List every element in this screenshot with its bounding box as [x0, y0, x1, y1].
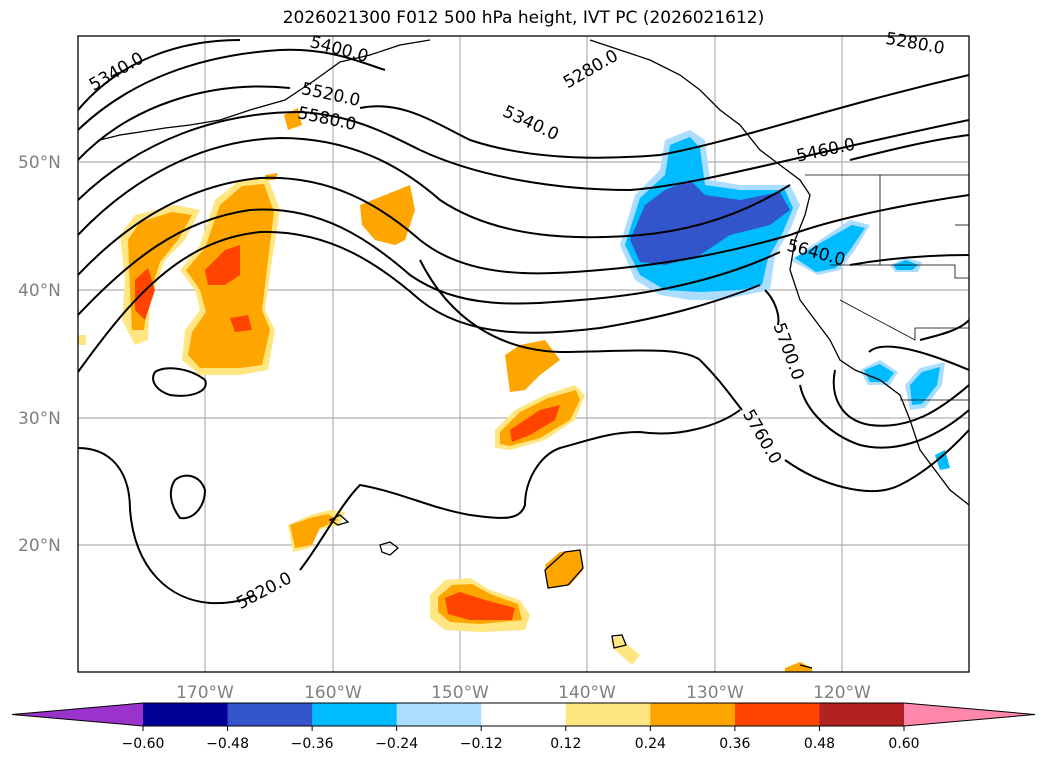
colorbar: −0.60 −0.48 −0.36 −0.24 −0.12 0.12 0.24 0.36 0.4… [11, 702, 1036, 752]
colorbar-tick-label: 0.12 [550, 736, 581, 752]
longitude-labels: 170°W 160°W 150°W 140°W 130°W 120°W [176, 683, 871, 703]
colorbar-segment [143, 703, 229, 726]
colorbar-tick-label: −0.36 [291, 736, 334, 752]
political-borders [805, 174, 969, 401]
lon-label: 120°W [813, 683, 871, 703]
colorbar-segment [312, 703, 398, 726]
lat-label: 20°N [18, 536, 61, 556]
colorbar-tick-label: −0.48 [206, 736, 249, 752]
map-frame [77, 35, 970, 673]
colorbar-tick-label: 0.48 [804, 736, 835, 752]
colorbar-segment [565, 703, 651, 726]
map-title: 2026021300 F012 500 hPa height, IVT PC (… [282, 8, 765, 28]
colorbar-segment [650, 703, 736, 726]
colorbar-tick-label: 0.24 [635, 736, 666, 752]
colorbar-tick-label: −0.24 [375, 736, 418, 752]
colorbar-segment [734, 703, 820, 726]
coastlines [99, 39, 969, 669]
colorbar-extend-high [904, 703, 1035, 726]
colorbar-tick-label: 0.36 [719, 736, 750, 752]
lat-label: 50°N [18, 153, 61, 173]
colorbar-extend-low [12, 703, 143, 726]
lon-label: 150°W [431, 683, 489, 703]
lon-label: 130°W [686, 683, 744, 703]
colorbar-segment [481, 703, 567, 726]
ivt-positive-anomalies [78, 108, 812, 672]
lon-label: 140°W [558, 683, 616, 703]
lat-label: 30°N [18, 409, 61, 429]
lat-label: 40°N [18, 281, 61, 301]
lon-label: 170°W [176, 683, 234, 703]
colorbar-segment [227, 703, 313, 726]
colorbar-segment [396, 703, 482, 726]
colorbar-segment [819, 703, 905, 726]
latitude-labels: 50°N 40°N 30°N 20°N [18, 153, 61, 556]
colorbar-tick-label: −0.12 [460, 736, 503, 752]
colorbar-tick-label: 0.60 [888, 736, 919, 752]
colorbar-tick-label: −0.60 [122, 736, 165, 752]
lon-label: 160°W [304, 683, 362, 703]
height-contours [78, 39, 969, 605]
